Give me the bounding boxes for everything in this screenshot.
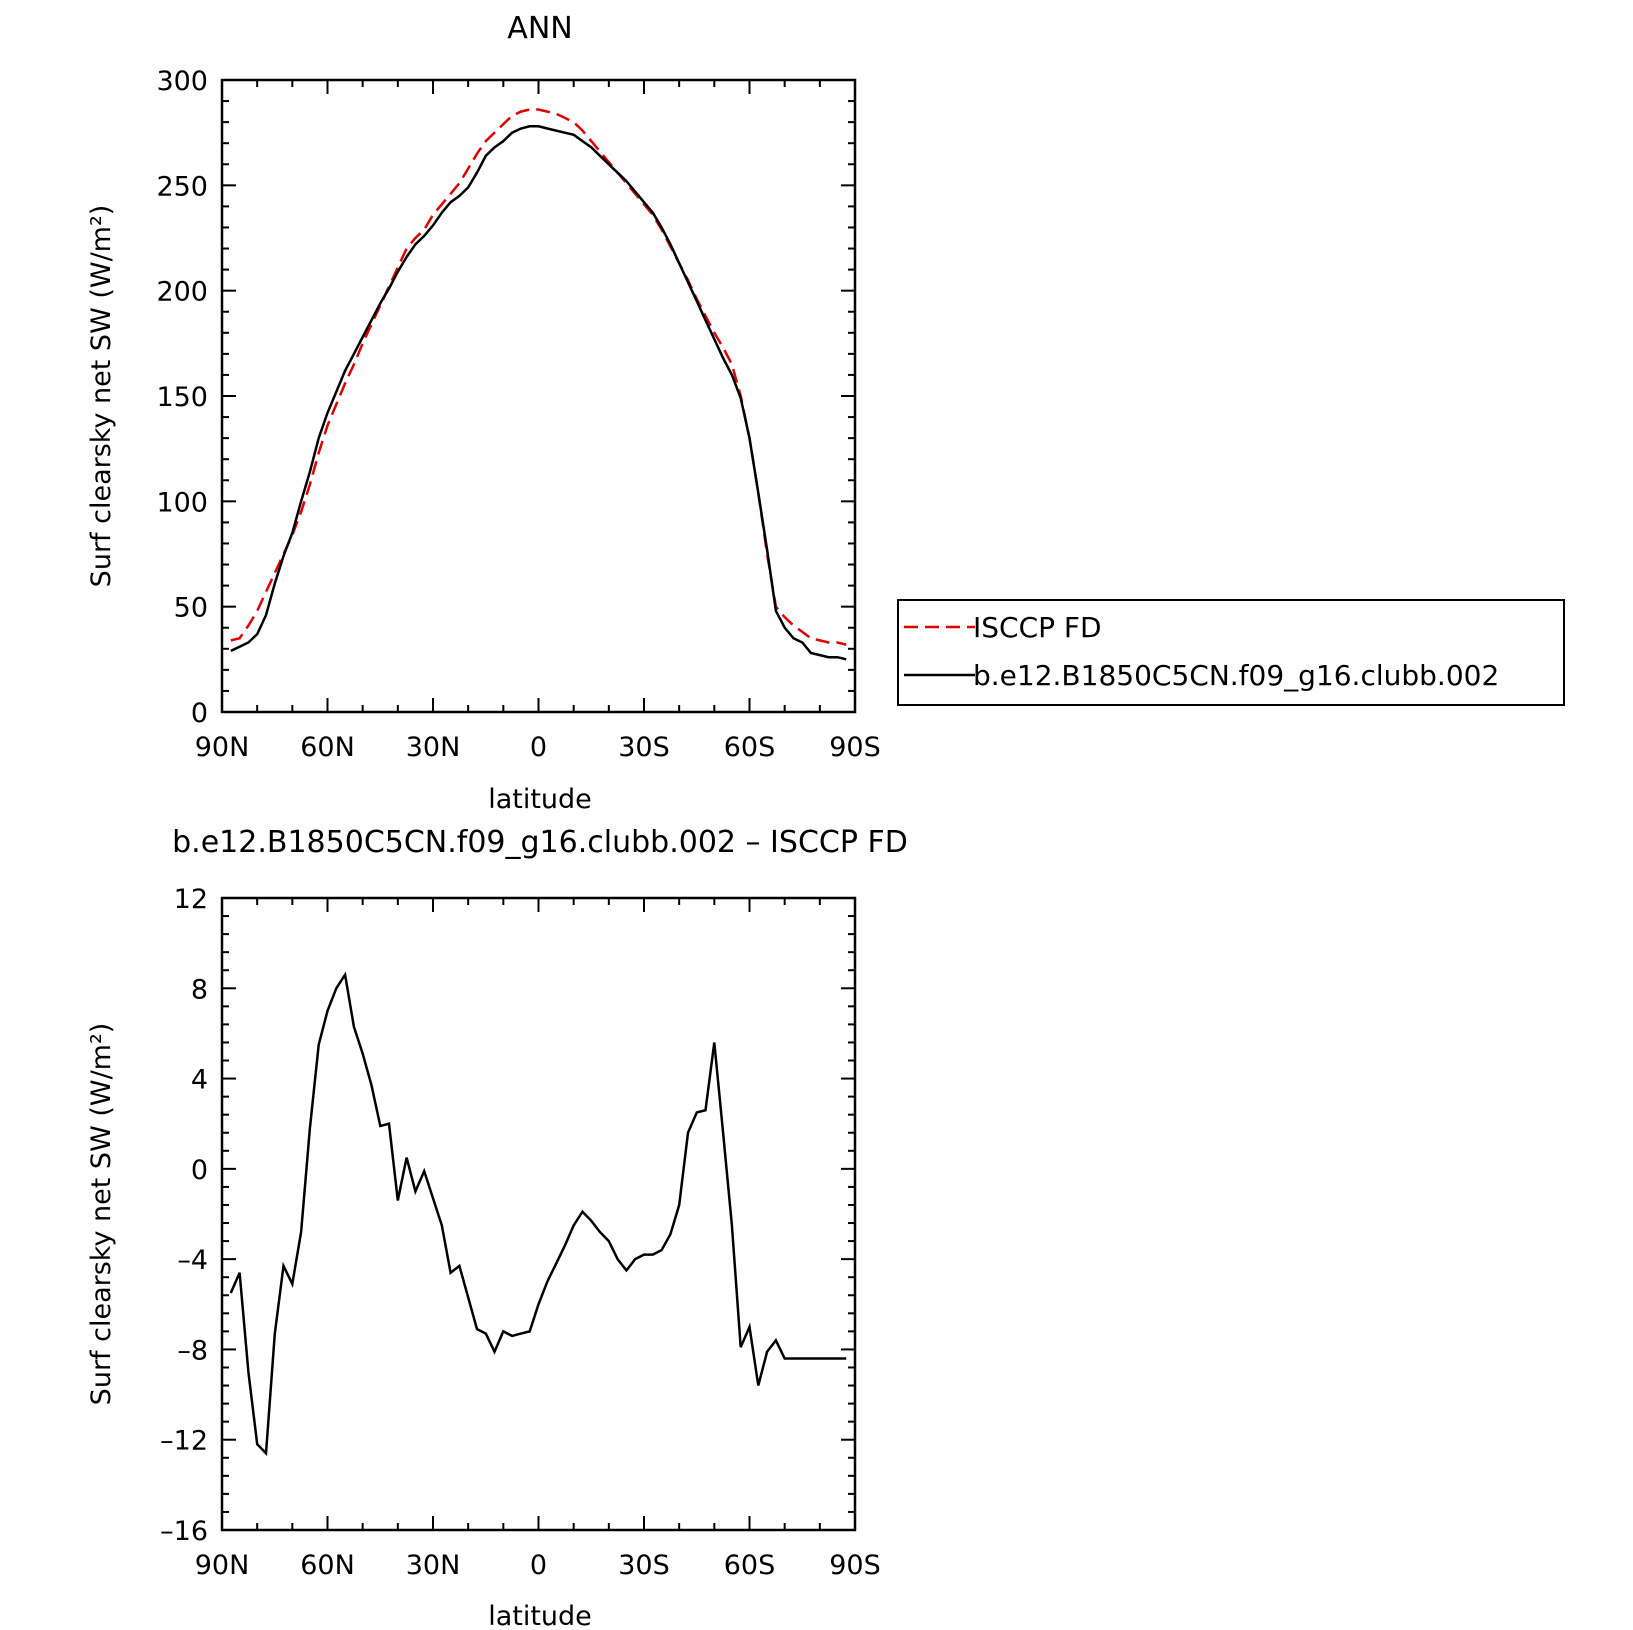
bottom-panel: b.e12.B1850C5CN.f09_g16.clubb.002 – ISCC… [86,825,908,1630]
y-tick-label: 100 [156,487,208,518]
y-tick-label: 0 [191,698,208,729]
x-tick-label: 90S [829,732,881,763]
legend-box [897,599,1565,706]
x-tick-label: 90N [195,732,250,763]
x-tick-label: 90S [829,1550,881,1581]
bottom-y-axis-label: Surf clearsky net SW (W/m²) [86,1023,117,1406]
y-tick-label: 8 [191,974,208,1005]
series-line-model [230,125,847,661]
x-tick-label: 0 [530,732,547,763]
legend-entry-model: b.e12.B1850C5CN.f09_g16.clubb.002 [973,659,1499,692]
x-tick-label: 30S [618,1550,670,1581]
y-tick-label: 12 [174,884,208,915]
top-panel: ANN 90N 60N 30N 0 30S 60S 90S 0 50 100 150 200 250 3… [86,11,881,815]
y-tick-label: 300 [156,66,208,97]
top-chart-title: ANN [507,11,572,46]
y-tick-label: 4 [191,1065,208,1096]
y-tick-label: 250 [156,171,208,202]
top-x-axis-label: latitude [488,784,592,815]
x-tick-label: 60N [300,732,355,763]
top-axis-ticks [221,79,856,713]
y-tick-label: 50 [174,593,208,624]
y-tick-label: –4 [177,1245,208,1276]
x-tick-label: 30S [618,732,670,763]
x-tick-label: 60S [724,1550,776,1581]
legend: ISCCP FD b.e12.B1850C5CN.f09_g16.clubb.0… [897,599,1565,706]
y-tick-label: –16 [160,1516,208,1547]
top-plot-frame [220,78,857,714]
x-tick-label: 30N [406,1550,461,1581]
x-tick-label: 30N [406,732,461,763]
x-tick-label: 0 [530,1550,547,1581]
bottom-x-tick-labels: 90N 60N 30N 0 30S 60S 90S [195,1550,881,1581]
y-tick-label: 150 [156,382,208,413]
bottom-y-tick-labels: –16 –12 –8 –4 0 4 8 12 [160,884,208,1547]
bottom-x-axis-label: latitude [488,1601,592,1630]
top-y-axis-label: Surf clearsky net SW (W/m²) [86,205,117,588]
x-tick-label: 60N [300,1550,355,1581]
bottom-axis-ticks [221,897,856,1531]
legend-entry-isccp-fd: ISCCP FD [973,611,1102,644]
top-y-tick-labels: 0 50 100 150 200 250 300 [156,66,208,729]
series-line-difference [229,971,847,1457]
y-tick-label: 0 [191,1155,208,1186]
y-tick-label: –12 [160,1426,208,1457]
y-tick-label: 200 [156,277,208,308]
series-line-isccp-fd [230,108,847,646]
bottom-plot-frame [220,896,857,1532]
x-tick-label: 90N [195,1550,250,1581]
bottom-chart-title: b.e12.B1850C5CN.f09_g16.clubb.002 – ISCC… [172,825,908,860]
top-x-tick-labels: 90N 60N 30N 0 30S 60S 90S [195,732,881,763]
x-tick-label: 60S [724,732,776,763]
y-tick-label: –8 [177,1335,208,1366]
